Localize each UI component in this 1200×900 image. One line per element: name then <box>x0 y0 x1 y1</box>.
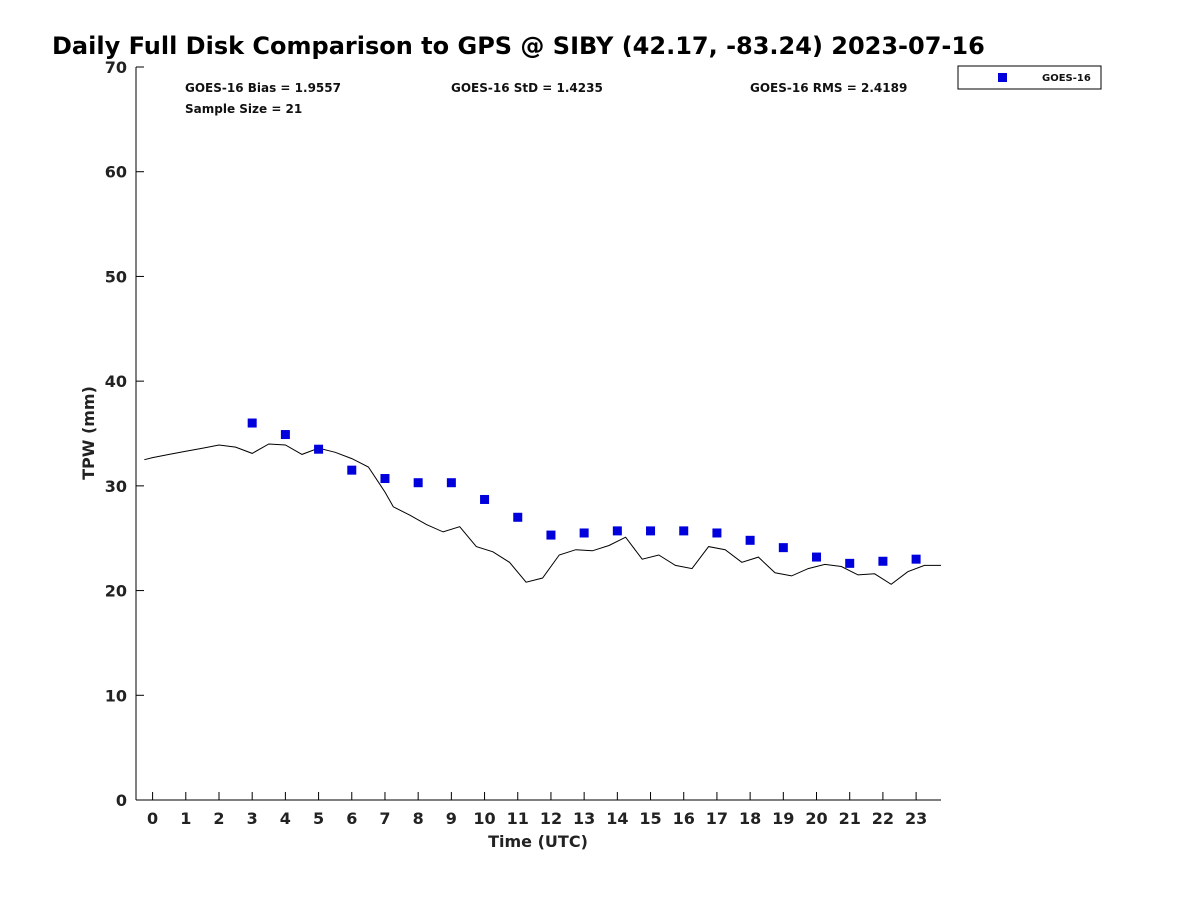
legend-marker-goes16 <box>998 73 1007 82</box>
x-tick-label: 21 <box>839 809 861 828</box>
x-tick-label: 16 <box>673 809 695 828</box>
goes16-point <box>778 543 788 553</box>
gps-tpw-line <box>144 443 941 585</box>
x-tick-label: 20 <box>805 809 827 828</box>
x-tick-label: 15 <box>639 809 661 828</box>
y-tick-label: 20 <box>105 582 127 601</box>
x-tick-label: 5 <box>313 809 324 828</box>
legend-label-goes16: GOES-16 <box>1042 73 1091 84</box>
x-tick-label: 18 <box>739 809 761 828</box>
y-tick-label: 70 <box>105 58 127 77</box>
goes16-point <box>347 465 357 475</box>
x-tick-label: 7 <box>379 809 390 828</box>
goes16-point <box>413 478 423 488</box>
y-tick-label: 30 <box>105 477 127 496</box>
goes16-point <box>612 526 622 536</box>
plot-area <box>135 67 941 801</box>
goes16-point <box>646 526 656 536</box>
goes16-point <box>546 530 556 540</box>
x-tick-label: 17 <box>706 809 728 828</box>
x-tick-label: 2 <box>213 809 224 828</box>
x-tick-label: 23 <box>905 809 927 828</box>
goes16-point <box>679 526 689 536</box>
goes16-point <box>513 512 523 522</box>
goes16-point <box>280 430 290 440</box>
goes16-point <box>878 556 888 566</box>
goes16-point <box>480 494 490 504</box>
stat-std: GOES-16 StD = 1.4235 <box>451 81 603 95</box>
x-tick-label: 1 <box>180 809 191 828</box>
x-tick-label: 10 <box>473 809 495 828</box>
x-tick-label: 14 <box>606 809 628 828</box>
plot-frame <box>136 67 941 800</box>
x-axis-label: Time (UTC) <box>488 832 588 851</box>
y-tick-label: 10 <box>105 686 127 705</box>
x-tick-label: 22 <box>872 809 894 828</box>
goes16-point <box>380 474 390 484</box>
x-tick-label: 12 <box>540 809 562 828</box>
goes16-point <box>911 554 921 564</box>
goes16-point <box>314 444 324 454</box>
legend-box <box>957 65 1102 90</box>
y-tick-label: 40 <box>105 372 127 391</box>
x-tick-label: 3 <box>247 809 258 828</box>
y-tick-label: 50 <box>105 267 127 286</box>
y-axis-label: TPW (mm) <box>79 386 98 480</box>
x-ticks: 0 1 2 3 4 5 6 7 8 9 10 11 12 13 14 15 16 17 18 19 20 21 22 23 <box>147 792 927 828</box>
goes16-point <box>579 528 589 538</box>
y-tick-label: 60 <box>105 163 127 182</box>
x-tick-label: 0 <box>147 809 158 828</box>
x-tick-label: 19 <box>772 809 794 828</box>
stat-sample-size: Sample Size = 21 <box>185 102 302 116</box>
stat-bias: GOES-16 Bias = 1.9557 <box>185 81 341 95</box>
goes16-point <box>247 418 257 428</box>
stat-rms: GOES-16 RMS = 2.4189 <box>750 81 907 95</box>
x-tick-label: 6 <box>346 809 357 828</box>
goes16-point <box>845 558 855 568</box>
series-layer <box>144 418 941 585</box>
y-tick-label: 0 <box>116 791 127 810</box>
x-tick-label: 8 <box>413 809 424 828</box>
goes16-point <box>712 528 722 538</box>
goes16-point <box>745 535 755 545</box>
legend: GOES-16 <box>957 65 1102 90</box>
x-tick-label: 4 <box>280 809 291 828</box>
goes16-point <box>446 478 456 488</box>
x-tick-label: 9 <box>446 809 457 828</box>
chart-title: Daily Full Disk Comparison to GPS @ SIBY… <box>52 32 985 60</box>
x-tick-label: 13 <box>573 809 595 828</box>
y-ticks: 0 10 20 30 40 50 60 70 <box>105 58 144 810</box>
x-tick-label: 11 <box>507 809 529 828</box>
goes16-point <box>812 552 822 562</box>
